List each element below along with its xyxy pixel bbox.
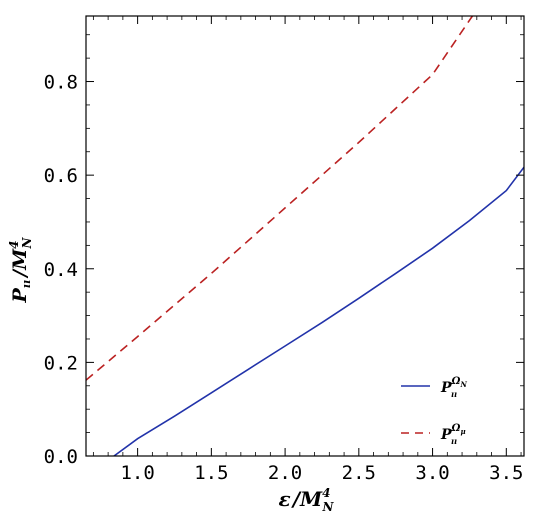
legend-label-1: PΩμ ıı [440,423,466,446]
x-tick-label: 2.0 [268,462,302,484]
series-line-0 [113,166,524,456]
tick-layer: 1.0 1.5 2.0 2.5 3.0 3.5 0.0 0.2 0.4 0.6 0.8 [44,16,524,484]
y-axis-label-sub: ıı [20,280,33,288]
y-axis-label-slash: / [9,268,31,279]
legend-label-0-sub: ıı [451,389,457,399]
legend-entry: PΩN ıı [401,376,467,399]
x-axis-label-base: M [299,487,323,511]
y-axis-label-main: P [9,287,31,303]
y-axis-label-base: M [9,248,31,271]
x-tick-label: 1.0 [120,462,154,484]
legend-label-1-sup: Ω [451,423,461,434]
legend-label-0-supsub: N [459,380,467,389]
y-tick-label: 0.4 [44,259,78,281]
x-axis-label-slash: / [291,487,302,511]
y-tick-label: 0.6 [44,165,78,187]
legend-entry: PΩμ ıı [401,423,466,446]
legend-label-1-sub: ıı [451,436,457,446]
x-tick-label: 3.5 [489,462,523,484]
legend-label-0-sup: Ω [451,376,461,387]
x-axis-label-sup: 4 [322,486,330,500]
x-tick-label: 1.5 [194,462,228,484]
y-axis-label-sup: 4 [7,240,21,248]
series-layer [86,16,524,456]
legend-label-0: PΩN ıı [440,376,467,399]
series-line-1 [86,16,474,381]
y-axis-label: Pıı/M4N [7,236,34,303]
legend-label-0-main: P [440,380,452,396]
y-tick-label: 0.0 [44,446,78,468]
plot-frame [85,15,525,457]
legend-label-1-main: P [440,427,452,443]
legend: PΩN ıı PΩμ ıı [401,376,467,446]
x-tick-label: 2.5 [342,462,376,484]
y-tick-label: 0.8 [44,72,78,94]
x-axis-label-main: ε [279,487,291,511]
x-tick-label: 3.0 [415,462,449,484]
x-axis-label: ε/M4 N [279,486,335,514]
y-tick-label: 0.2 [44,352,78,374]
y-axis-label-sub2: N [20,236,34,249]
legend-label-1-supsub: μ [460,427,465,436]
x-axis-label-sub: N [322,500,335,514]
